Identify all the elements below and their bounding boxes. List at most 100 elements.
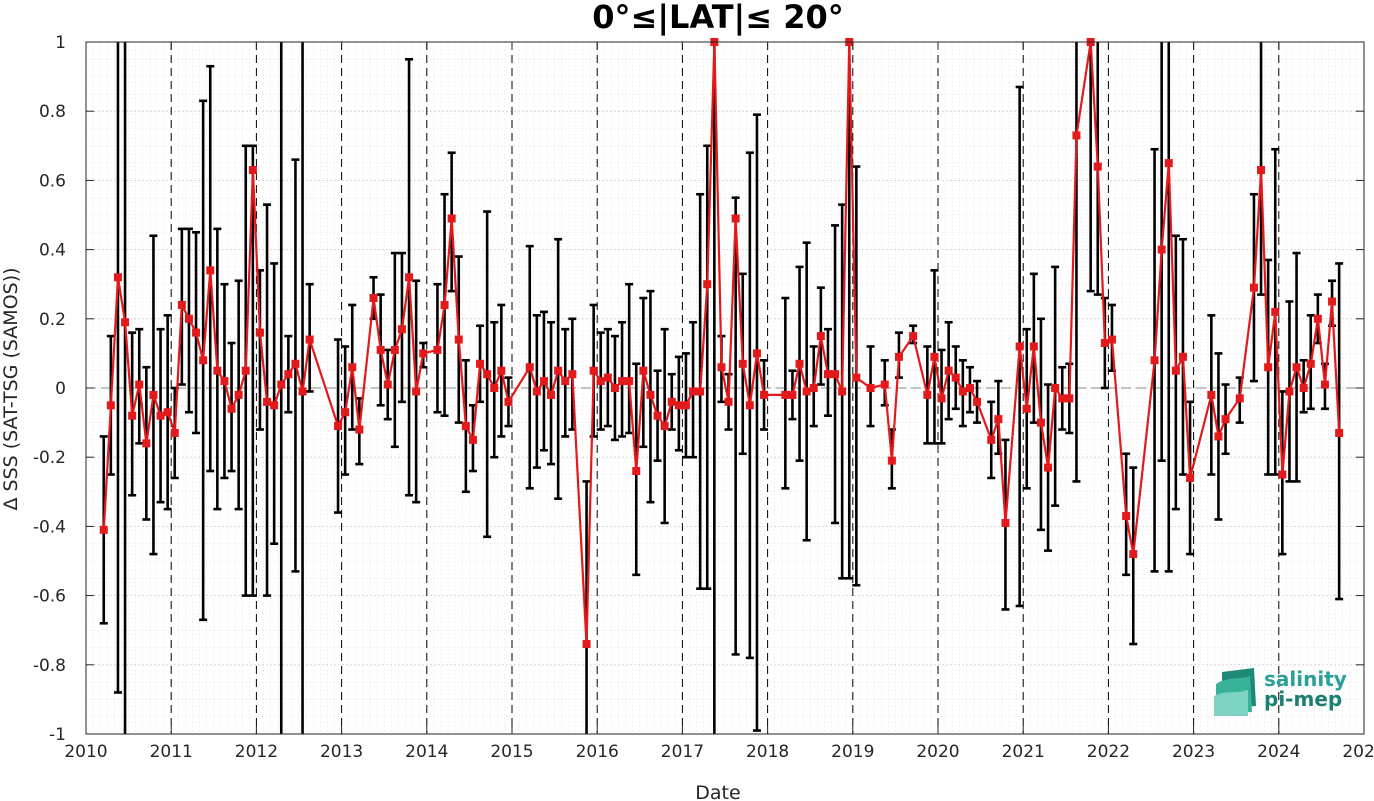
data-point xyxy=(1207,390,1216,399)
data-point xyxy=(944,366,953,375)
y-tick-label: -0.4 xyxy=(33,517,66,537)
x-tick-label: 2024 xyxy=(1257,742,1300,762)
data-point xyxy=(177,300,186,309)
data-point xyxy=(994,415,1003,424)
y-tick-label: -0.8 xyxy=(33,656,66,676)
data-point xyxy=(1285,387,1294,396)
data-point xyxy=(738,359,747,368)
data-point xyxy=(646,390,655,399)
data-point xyxy=(625,377,634,386)
data-point xyxy=(468,435,477,444)
data-point xyxy=(447,214,456,223)
data-point xyxy=(255,328,264,337)
data-point xyxy=(1299,384,1308,392)
x-tick-label: 2023 xyxy=(1172,742,1215,762)
data-point xyxy=(1257,166,1266,175)
data-point xyxy=(390,345,399,354)
data-point xyxy=(831,370,840,379)
data-point xyxy=(1072,131,1081,140)
logo-pimep-text: pi-mep xyxy=(1264,687,1342,711)
wave-logo-icon xyxy=(1214,668,1256,716)
data-point xyxy=(752,349,761,358)
data-point xyxy=(476,359,485,368)
x-axis-ticks: 2010 2011 2012 2013 2014 2015 2016 2017 2018 2019… xyxy=(64,42,1374,762)
data-point xyxy=(689,387,698,396)
data-point xyxy=(667,397,676,406)
data-point xyxy=(724,397,733,406)
error-bar xyxy=(845,42,854,580)
error-bar xyxy=(1086,42,1095,293)
data-point xyxy=(163,408,172,417)
y-tick-label: 0.2 xyxy=(39,310,66,330)
x-tick-label: 2019 xyxy=(831,742,874,762)
data-point xyxy=(142,439,151,448)
data-point xyxy=(440,300,449,309)
data-point xyxy=(334,422,343,431)
data-point xyxy=(99,525,108,534)
data-point xyxy=(880,380,889,389)
data-point xyxy=(1036,418,1045,427)
data-point xyxy=(149,390,158,399)
data-point xyxy=(405,273,414,282)
data-point xyxy=(483,370,492,379)
y-tick-label: -0.2 xyxy=(33,448,66,468)
data-point xyxy=(1051,384,1060,392)
data-point xyxy=(696,387,705,396)
data-point xyxy=(1249,283,1258,292)
data-point xyxy=(987,435,996,444)
y-tick-label: -0.6 xyxy=(33,587,66,607)
data-point xyxy=(618,377,627,386)
x-tick-label: 2018 xyxy=(746,742,789,762)
x-tick-label: 2011 xyxy=(150,742,193,762)
data-point xyxy=(632,467,641,476)
data-point xyxy=(596,377,605,386)
data-point xyxy=(639,366,648,375)
data-point xyxy=(852,373,861,382)
data-point xyxy=(1313,314,1322,323)
data-point xyxy=(866,384,875,392)
data-point xyxy=(490,384,499,392)
error-bar xyxy=(248,144,257,597)
data-point xyxy=(383,380,392,389)
data-point xyxy=(965,384,974,392)
data-point xyxy=(348,363,357,372)
data-point xyxy=(1100,339,1109,348)
data-point xyxy=(973,397,982,406)
y-axis-label: Δ SSS (SAT-TSG (SAMOS)) xyxy=(0,267,22,510)
data-point xyxy=(681,401,690,410)
data-point xyxy=(589,366,598,375)
data-point xyxy=(277,380,286,389)
data-point xyxy=(816,332,825,341)
data-point xyxy=(781,390,790,399)
data-point xyxy=(1001,518,1010,527)
x-tick-label: 2012 xyxy=(235,742,278,762)
data-point xyxy=(809,384,818,392)
data-point xyxy=(823,370,832,379)
data-point xyxy=(532,387,541,396)
data-point xyxy=(284,370,293,379)
data-point xyxy=(305,335,314,344)
x-tick-label: 2010 xyxy=(64,742,107,762)
y-tick-label: 1 xyxy=(55,33,66,53)
data-point xyxy=(1022,404,1031,413)
data-point xyxy=(397,325,406,334)
data-point xyxy=(731,214,740,223)
data-point xyxy=(674,401,683,410)
data-point xyxy=(1328,297,1337,306)
data-point xyxy=(1264,363,1273,372)
data-point xyxy=(1292,363,1301,372)
data-point xyxy=(184,314,193,323)
y-axis-ticks: -1 -0.8 -0.6 -0.4 -0.2 0 0.2 0.4 0.6 0.8 1 xyxy=(33,33,1364,745)
data-point xyxy=(419,349,428,358)
data-point xyxy=(156,411,165,420)
data-point xyxy=(1178,352,1187,361)
data-point xyxy=(703,280,712,289)
data-point xyxy=(1157,245,1166,254)
data-point xyxy=(1306,359,1315,368)
data-point xyxy=(504,397,513,406)
data-point xyxy=(497,366,506,375)
data-point xyxy=(554,366,563,375)
y-tick-label: 0.6 xyxy=(39,171,66,191)
y-tick-label: -1 xyxy=(49,725,66,745)
